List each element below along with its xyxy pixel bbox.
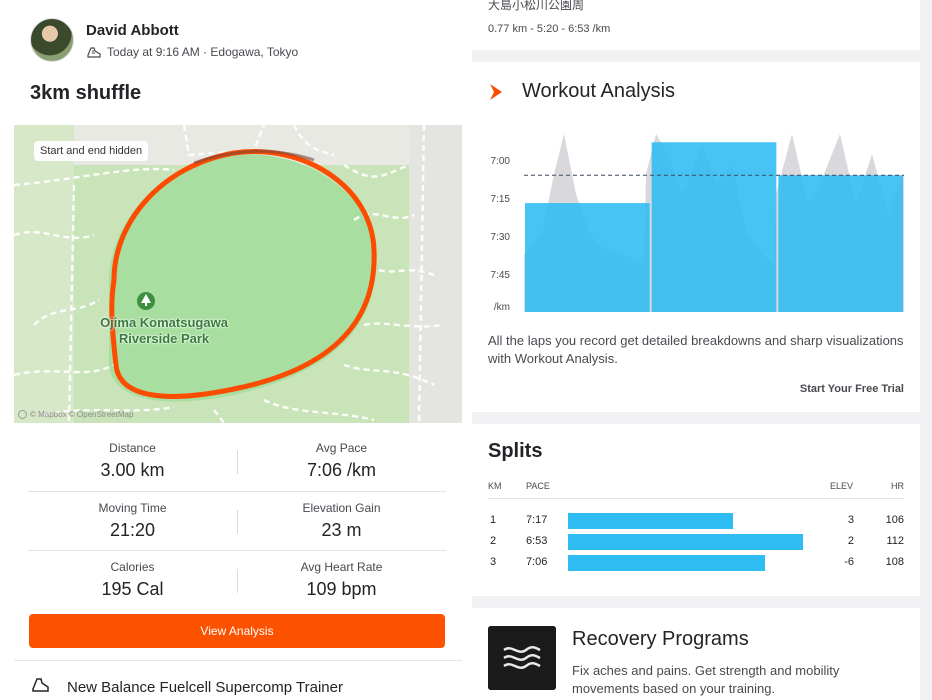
split-row: 1 7:17 3 106 bbox=[488, 512, 904, 530]
stat-value: 21:20 bbox=[109, 519, 156, 540]
splits-title: Splits bbox=[488, 440, 543, 462]
split-hr: 112 bbox=[886, 535, 904, 547]
split-elev: -6 bbox=[844, 556, 854, 568]
splits-header: KM PACE ELEV HR bbox=[488, 481, 904, 499]
split-hr: 108 bbox=[885, 556, 904, 568]
stat-label: Distance bbox=[109, 441, 156, 455]
col-km: KM bbox=[488, 481, 502, 491]
split-elev: 2 bbox=[847, 535, 854, 547]
stat-calories: Calories 195 Cal bbox=[28, 560, 237, 600]
mapbox-logo-icon bbox=[18, 410, 27, 419]
map-privacy-chip: Start and end hidden bbox=[34, 141, 149, 161]
shoe-icon bbox=[32, 678, 49, 692]
workout-analysis-description: All the laps you record get detailed bre… bbox=[488, 333, 904, 366]
stat-row: Distance 3.00 km Avg Pace 7:06 /km bbox=[28, 432, 446, 492]
activity-meta: Today at 9:16 AM · Edogawa, Tokyo bbox=[86, 45, 298, 59]
stat-row: Calories 195 Cal Avg Heart Rate 109 bpm bbox=[28, 551, 446, 611]
split-pace-bar bbox=[568, 513, 733, 529]
col-pace: PACE bbox=[526, 481, 550, 491]
stat-label: Avg Pace bbox=[315, 441, 368, 455]
stat-value: 23 m bbox=[321, 519, 362, 540]
splits-card: Splits KM PACE ELEV HR 1 7:17 3 106 2 6:53 2 11… bbox=[472, 424, 920, 596]
start-free-trial-link[interactable]: Start Your Free Trial bbox=[799, 383, 904, 395]
stat-label: Calories bbox=[110, 560, 155, 574]
recovery-waves-icon bbox=[488, 626, 556, 690]
stat-divider bbox=[237, 569, 238, 593]
y-tick-label: /km bbox=[494, 302, 510, 313]
route-map[interactable]: Start and end hidden Ojima Komatsugawa R… bbox=[14, 125, 462, 423]
lap-bar[interactable] bbox=[778, 175, 903, 312]
avatar[interactable] bbox=[30, 18, 74, 62]
athlete-name[interactable]: David Abbott bbox=[86, 21, 179, 39]
activity-timestamp: Today at 9:16 AM · Edogawa, Tokyo bbox=[107, 44, 299, 59]
stat-label: Elevation Gain bbox=[302, 500, 381, 515]
stat-value: 3.00 km bbox=[100, 460, 165, 480]
map-attribution[interactable]: © Mapbox © OpenStreetMap bbox=[18, 410, 133, 419]
lap-bar[interactable] bbox=[651, 142, 777, 312]
y-tick-label: 7:00 bbox=[491, 156, 511, 167]
recovery-title: Recovery Programs bbox=[572, 628, 749, 650]
stat-value: 195 Cal bbox=[101, 579, 164, 599]
split-km: 3 bbox=[490, 556, 497, 568]
y-tick-label: 7:15 bbox=[491, 194, 511, 205]
segment-card[interactable]: 大島小松川公園周 0.77 km - 5:20 - 6:53 /km bbox=[472, 0, 920, 50]
activity-detail-panel: 大島小松川公園周 0.77 km - 5:20 - 6:53 /km Worko… bbox=[472, 0, 932, 700]
split-km: 2 bbox=[490, 535, 497, 547]
split-pace-bar bbox=[568, 534, 803, 550]
stat-distance: Distance 3.00 km bbox=[28, 441, 237, 481]
user-block: David Abbott Today at 9:16 AM · Edogawa,… bbox=[86, 22, 298, 59]
activity-header: David Abbott Today at 9:16 AM · Edogawa,… bbox=[30, 18, 298, 62]
view-analysis-button[interactable]: View Analysis bbox=[29, 614, 445, 648]
stat-row: Moving Time 21:20 Elevation Gain 23 m bbox=[28, 492, 446, 551]
col-hr: HR bbox=[891, 481, 904, 491]
stat-elevation-gain: Elevation Gain 23 m bbox=[237, 501, 446, 541]
stat-value: 7:06 /km bbox=[306, 460, 377, 480]
stat-label: Moving Time bbox=[98, 500, 167, 515]
stat-avg-pace: Avg Pace 7:06 /km bbox=[237, 441, 446, 481]
split-pace: 6:53 bbox=[526, 535, 548, 547]
y-tick-label: 7:30 bbox=[491, 232, 511, 243]
activity-title: 3km shuffle bbox=[30, 82, 142, 104]
workout-analysis-card: Workout Analysis 7:00 7:15 7:30 7:45/km All… bbox=[472, 62, 920, 412]
split-pace: 7:17 bbox=[526, 514, 548, 526]
split-hr: 106 bbox=[885, 514, 904, 526]
gear-name: New Balance Fuelcell Supercomp Trainer bbox=[67, 679, 343, 696]
map-attribution-text: © Mapbox © OpenStreetMap bbox=[30, 410, 134, 419]
park-label: Ojima Komatsugawa Riverside Park bbox=[100, 315, 228, 346]
gear-row[interactable]: New Balance Fuelcell Supercomp Trainer bbox=[14, 660, 462, 700]
recovery-programs-card[interactable]: Recovery Programs Fix aches and pains. G… bbox=[472, 608, 920, 700]
workout-analysis-title: Workout Analysis bbox=[522, 80, 676, 102]
stats-grid: Distance 3.00 km Avg Pace 7:06 /km Movin… bbox=[28, 432, 446, 611]
stat-divider bbox=[237, 509, 238, 534]
split-elev: 3 bbox=[847, 514, 854, 526]
chevron-right-icon bbox=[490, 83, 502, 100]
shoe-icon bbox=[87, 46, 101, 58]
split-km: 1 bbox=[490, 514, 497, 526]
workout-analysis-chart[interactable]: 7:00 7:15 7:30 7:45/km bbox=[472, 114, 920, 324]
segment-stats: 0.77 km - 5:20 - 6:53 /km bbox=[488, 23, 611, 35]
stat-label: Avg Heart Rate bbox=[300, 560, 383, 574]
lap-bar[interactable] bbox=[525, 203, 650, 312]
stat-avg-heart-rate: Avg Heart Rate 109 bpm bbox=[237, 560, 446, 600]
segment-name: 大島小松川公園周 bbox=[488, 0, 585, 12]
split-pace: 7:06 bbox=[526, 556, 548, 568]
stat-moving-time: Moving Time 21:20 bbox=[28, 501, 237, 541]
split-row: 3 7:06 -6 108 bbox=[488, 554, 904, 572]
panel-separator bbox=[462, 0, 472, 700]
recovery-description: Fix aches and pains. Get strength and mo… bbox=[572, 663, 840, 696]
map-canvas bbox=[14, 125, 462, 423]
split-row: 2 6:53 2 112 bbox=[488, 533, 904, 551]
split-pace-bar bbox=[568, 555, 765, 571]
col-elev: ELEV bbox=[830, 481, 854, 491]
workout-analysis-header: Workout Analysis bbox=[488, 80, 675, 103]
stat-value: 109 bpm bbox=[306, 579, 377, 599]
y-tick-label: 7:45 bbox=[491, 270, 511, 281]
stat-divider bbox=[237, 450, 238, 474]
activity-summary-panel: David Abbott Today at 9:16 AM · Edogawa,… bbox=[0, 0, 462, 700]
